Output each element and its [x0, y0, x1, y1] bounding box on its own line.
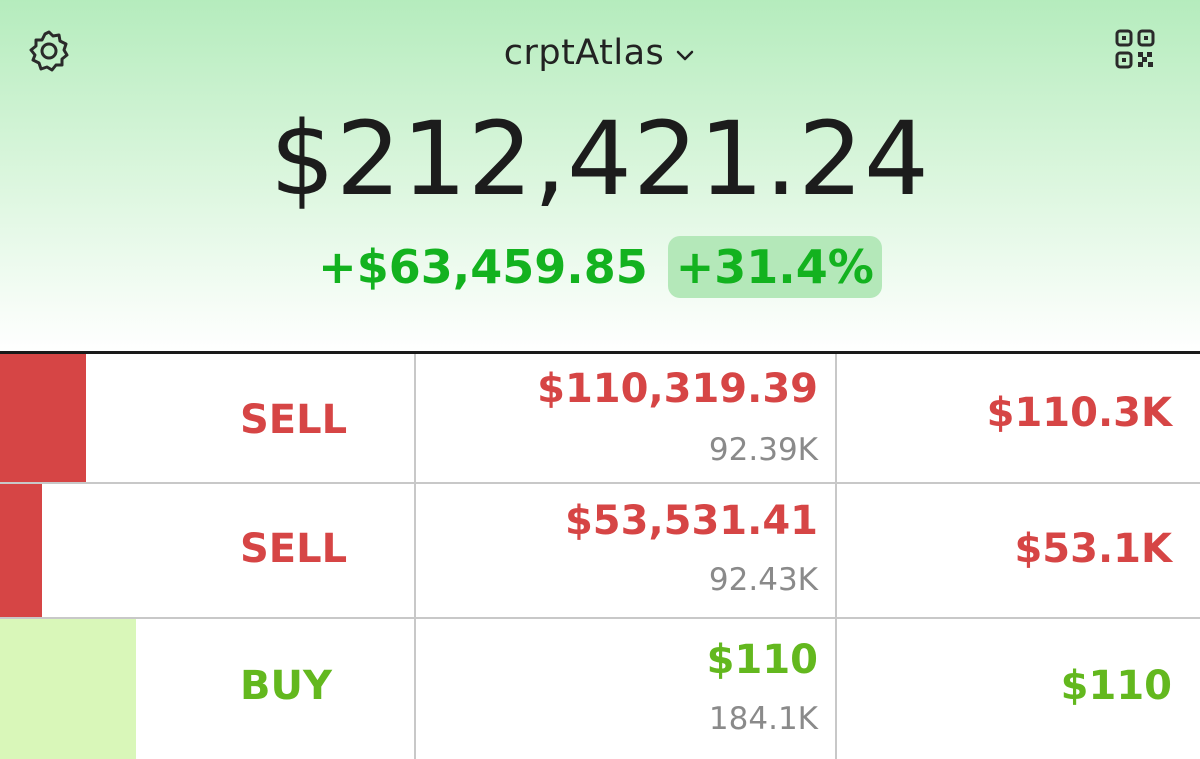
- account-name: crptAtlas: [503, 33, 665, 73]
- order-total: $53.1K: [1014, 526, 1172, 572]
- order-amount: 92.43K: [708, 562, 818, 598]
- order-amount: 184.1K: [708, 701, 818, 737]
- order-side[interactable]: SELL: [240, 526, 348, 572]
- column-divider: [835, 354, 837, 482]
- depth-bar: [0, 619, 136, 759]
- portfolio-balance: $212,421.24: [270, 100, 930, 219]
- order-price: $110: [706, 637, 818, 683]
- portfolio-change: +$63,459.85 +31.4%: [0, 232, 1200, 302]
- portfolio-header: crptAtlas $212,421.24 +$63,459.85 +31.4%: [0, 0, 1200, 352]
- column-divider: [414, 619, 416, 759]
- order-side[interactable]: SELL: [240, 397, 348, 443]
- order-side[interactable]: BUY: [240, 663, 332, 709]
- order-row[interactable]: SELL $53,531.41 92.43K $53.1K: [0, 484, 1200, 619]
- order-total: $110: [1060, 663, 1172, 709]
- order-row[interactable]: SELL $110,319.39 92.39K $110.3K: [0, 354, 1200, 484]
- column-divider: [835, 619, 837, 759]
- account-selector[interactable]: crptAtlas: [0, 28, 1200, 78]
- qr-code-icon[interactable]: [1114, 28, 1156, 70]
- change-percent-badge: +31.4%: [667, 236, 882, 298]
- depth-bar: [0, 484, 42, 617]
- depth-bar: [0, 354, 87, 482]
- order-amount: 92.39K: [708, 432, 818, 468]
- column-divider: [835, 484, 837, 617]
- chevron-down-icon: [677, 50, 694, 61]
- column-divider: [414, 354, 416, 482]
- change-amount: +$63,459.85: [318, 240, 648, 294]
- order-price: $53,531.41: [564, 498, 818, 544]
- gear-icon[interactable]: [26, 28, 72, 74]
- header-divider: [0, 351, 1200, 354]
- order-total: $110.3K: [986, 390, 1172, 436]
- order-row[interactable]: BUY $110 184.1K $110: [0, 619, 1200, 759]
- column-divider: [414, 484, 416, 617]
- order-price: $110,319.39: [537, 366, 818, 412]
